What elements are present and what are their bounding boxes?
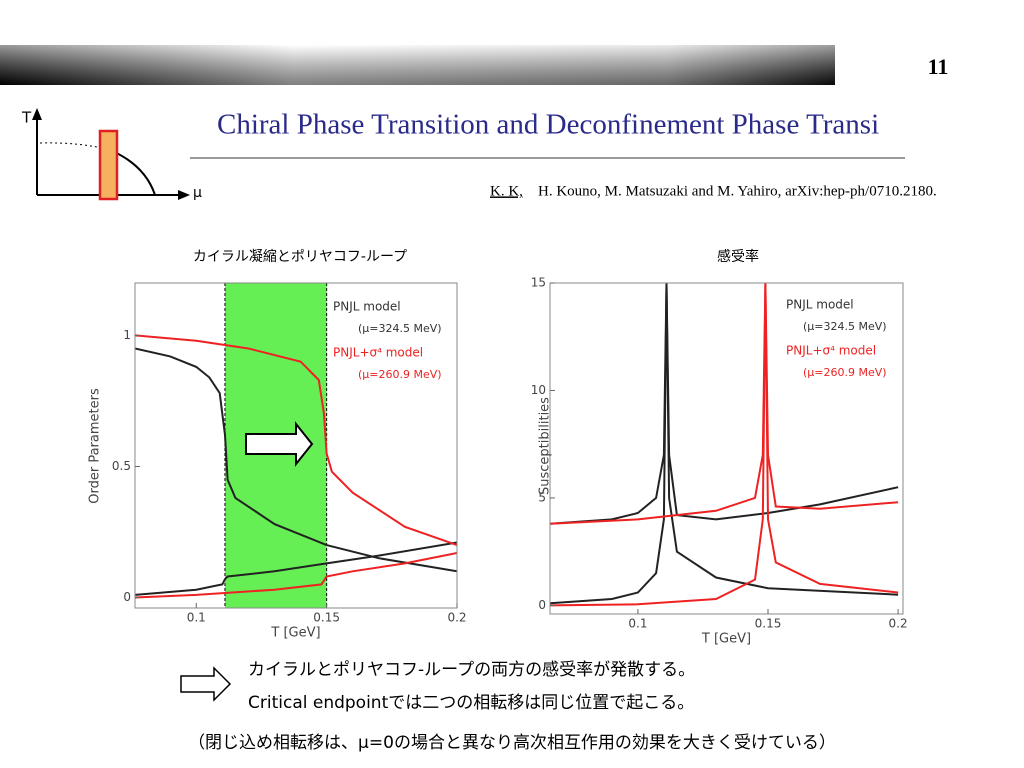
x-tick-label: 0.1 <box>187 611 206 625</box>
note: （閉じ込め相転移は、μ=0の場合と異なり高次相互作用の効果を大きく受けている） <box>188 733 836 753</box>
y-tick-label: 1 <box>123 328 131 342</box>
y-tick-label: 15 <box>531 276 546 290</box>
x-tick-label: 0.2 <box>889 617 908 631</box>
series-line <box>135 552 457 599</box>
plot-frame <box>134 282 458 609</box>
series-line <box>135 334 457 547</box>
series-line <box>550 283 899 607</box>
x-axis-label: T [GeV] <box>270 626 320 641</box>
page-number: 11 <box>928 54 949 79</box>
x-tick-label: 0.15 <box>313 611 340 625</box>
shift-arrow <box>245 421 314 467</box>
legend-note: (μ=260.9 MeV) <box>358 368 442 381</box>
legend-label: PNJL+σ⁴ model <box>333 346 423 360</box>
legend-note: (μ=324.5 MeV) <box>803 320 887 333</box>
legend-note: (μ=324.5 MeV) <box>358 322 442 335</box>
arrow-head <box>32 108 42 120</box>
y-tick-label: 0 <box>123 590 131 604</box>
axis-label: T <box>21 109 32 127</box>
x-tick-label: 0.2 <box>447 611 466 625</box>
chart-title: 感受率 <box>717 248 759 265</box>
phase-diagram: T μ <box>21 108 202 201</box>
axis-label: μ <box>193 185 202 201</box>
series-line <box>135 347 457 573</box>
slide-title: Chiral Phase Transition and Deconfinemen… <box>217 109 879 141</box>
series-line <box>135 541 457 596</box>
arrow <box>180 666 232 702</box>
legend-label: PNJL model <box>786 298 854 312</box>
legend-label: PNJL model <box>333 300 401 314</box>
header-shade <box>0 45 835 85</box>
arrow-head <box>178 190 190 200</box>
y-axis-label: Order Parameters <box>88 388 103 504</box>
reference-author: K. K, <box>490 183 523 199</box>
y-tick-label: 0 <box>538 598 546 612</box>
plot-frame <box>549 282 904 615</box>
x-tick-label: 0.1 <box>628 617 647 631</box>
y-tick-label: 5 <box>538 490 546 504</box>
series-line <box>550 283 899 605</box>
bottom-arrow <box>180 666 232 702</box>
legend-note: (μ=260.9 MeV) <box>803 366 887 379</box>
highlight-box <box>98 129 119 201</box>
chart-title: カイラル凝縮とポリヤコフ-ループ <box>193 249 407 265</box>
y-tick-label: 10 <box>531 383 546 397</box>
note: Critical endpointでは二つの相転移は同じ位置で起こる。 <box>248 693 694 713</box>
y-axis-label: Susceptibilities <box>538 397 553 495</box>
x-axis-label: T [GeV] <box>701 632 751 647</box>
reference: H. Kouno, M. Matsuzaki and M. Yahiro, ar… <box>538 183 937 199</box>
y-tick-label: 0.5 <box>112 459 131 473</box>
note: カイラルとポリヤコフ-ループの両方の感受率が発散する。 <box>248 660 695 680</box>
legend-label: PNJL+σ⁴ model <box>786 344 876 358</box>
x-tick-label: 0.15 <box>755 617 782 631</box>
